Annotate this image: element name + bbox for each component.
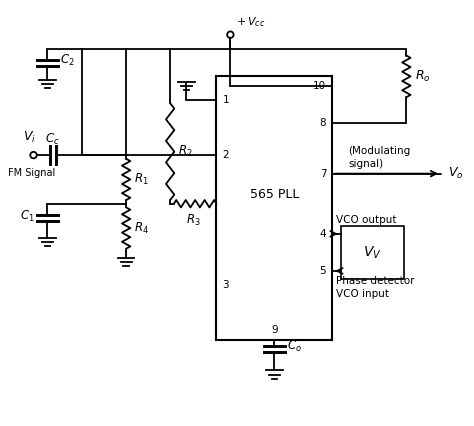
Text: 2: 2 xyxy=(222,150,229,160)
Text: 10: 10 xyxy=(313,81,326,91)
Text: $R_o$: $R_o$ xyxy=(415,69,430,84)
Text: $V_i$: $V_i$ xyxy=(23,130,36,145)
Text: Phase detector
VCO input: Phase detector VCO input xyxy=(336,276,414,299)
Text: $V_o$: $V_o$ xyxy=(448,166,464,181)
Text: $C_c$: $C_c$ xyxy=(46,132,60,147)
Text: 5: 5 xyxy=(319,266,326,276)
Text: 9: 9 xyxy=(271,325,278,335)
Text: 8: 8 xyxy=(319,118,326,128)
Text: VCO output: VCO output xyxy=(336,215,396,225)
Text: (Modulating
signal): (Modulating signal) xyxy=(348,146,411,169)
Text: 565 PLL: 565 PLL xyxy=(250,188,299,201)
Text: 1: 1 xyxy=(222,95,229,104)
Text: $V_V$: $V_V$ xyxy=(363,244,382,261)
Text: $C_1$: $C_1$ xyxy=(20,208,35,224)
Text: $C_o$: $C_o$ xyxy=(287,339,302,354)
Text: $R_2$: $R_2$ xyxy=(178,144,192,159)
Bar xyxy=(341,225,404,279)
Text: FM Signal: FM Signal xyxy=(8,168,55,178)
Text: 3: 3 xyxy=(222,280,229,290)
Bar xyxy=(217,76,332,340)
Text: $R_1$: $R_1$ xyxy=(134,172,149,187)
Text: $+\,V_{cc}$: $+\,V_{cc}$ xyxy=(237,15,265,29)
Text: 4: 4 xyxy=(319,229,326,239)
Text: $C_2$: $C_2$ xyxy=(60,53,75,69)
Text: $R_4$: $R_4$ xyxy=(134,221,149,236)
Text: $R_3$: $R_3$ xyxy=(186,213,201,228)
Text: 7: 7 xyxy=(319,169,326,178)
